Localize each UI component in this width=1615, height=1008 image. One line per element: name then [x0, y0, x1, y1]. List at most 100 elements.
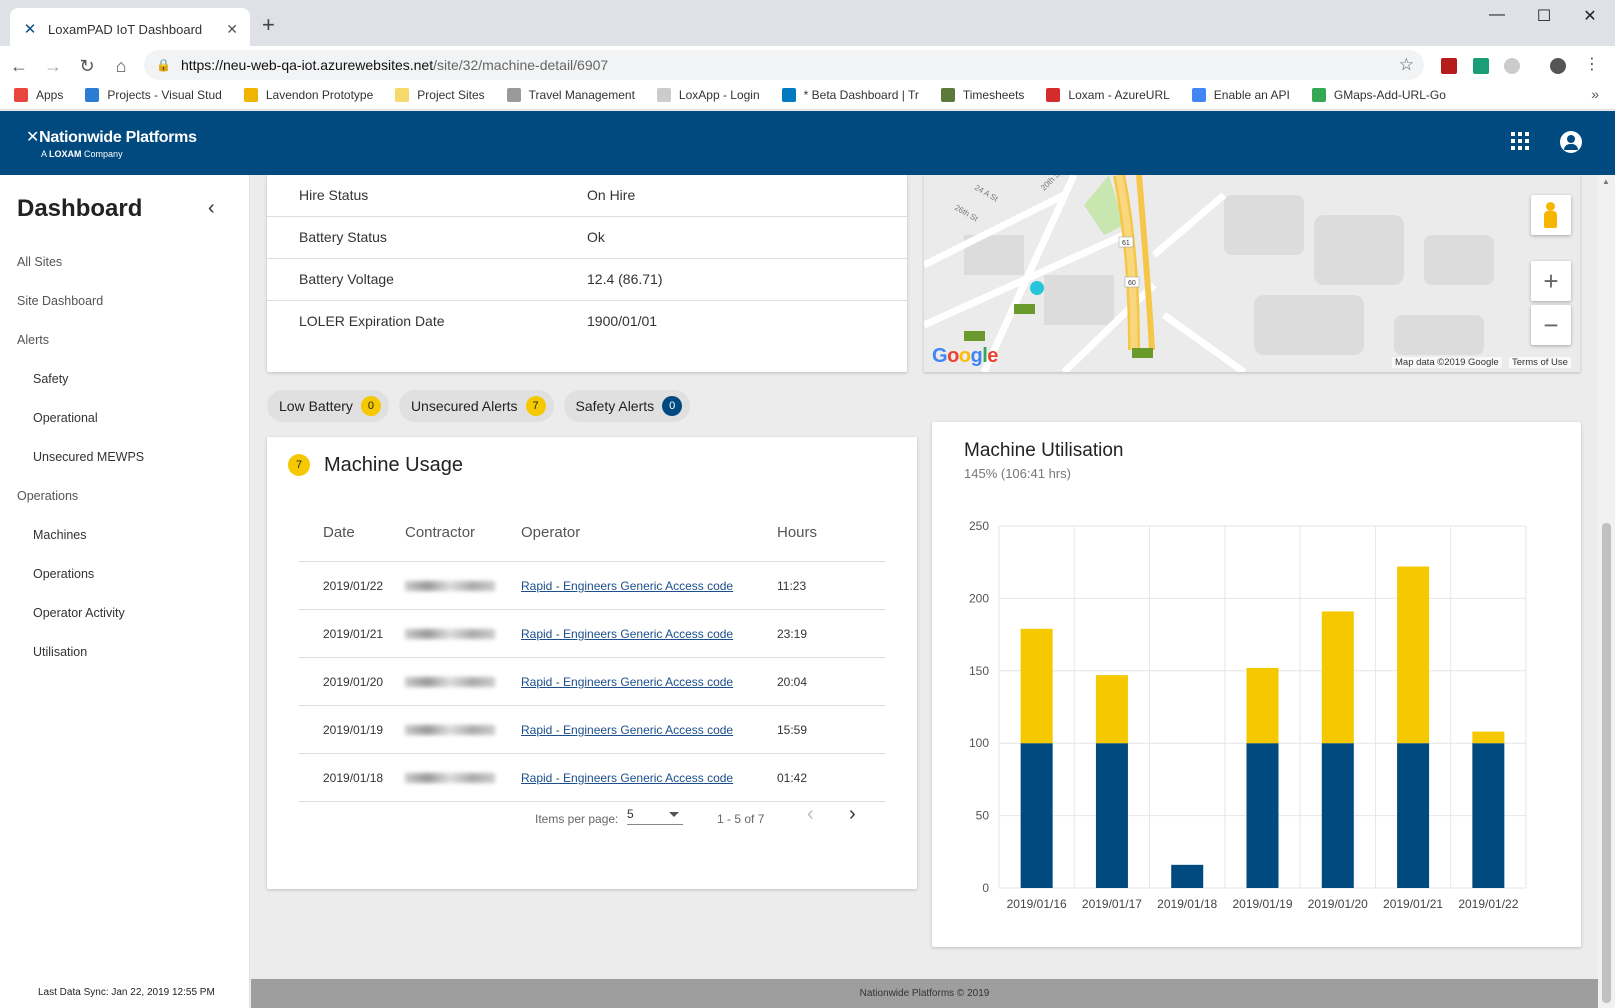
map-terms-link[interactable]: Terms of Use [1509, 357, 1571, 368]
bar-segment-series-1[interactable] [1020, 628, 1053, 744]
row-hours: 15:59 [777, 723, 808, 737]
tab-title: LoxamPAD IoT Dashboard [48, 21, 203, 37]
back-icon[interactable]: ← [10, 55, 28, 76]
bookmark-item[interactable]: GMaps-Add-URL-Go [1311, 87, 1446, 102]
browser-tab[interactable]: ✕ LoxamPAD IoT Dashboard ✕ [10, 8, 250, 50]
machine-marker[interactable] [1014, 304, 1035, 314]
bar-segment-series-0[interactable] [1171, 864, 1204, 888]
sidebar-item-all-sites[interactable]: All Sites [17, 255, 63, 269]
row-operator-link[interactable]: Rapid - Engineers Generic Access code [521, 675, 734, 689]
address-bar[interactable]: 🔒 https://neu-web-qa-iot.azurewebsites.n… [144, 50, 1424, 80]
col-header-date[interactable]: Date [323, 524, 355, 541]
forward-icon[interactable]: → [44, 55, 62, 76]
sidebar-item-safety[interactable]: Safety [33, 372, 69, 386]
next-page-icon[interactable]: › [849, 803, 856, 825]
minimize-icon[interactable]: — [1489, 6, 1505, 23]
row-operator-link[interactable]: Rapid - Engineers Generic Access code [521, 579, 734, 593]
y-tick-label: 200 [969, 591, 989, 605]
profile-icon[interactable] [1550, 58, 1566, 74]
col-header-operator[interactable]: Operator [521, 524, 581, 541]
bookmarks-overflow-icon[interactable]: » [1591, 86, 1599, 102]
x-tick-label: 2019/01/19 [1232, 897, 1292, 911]
sidebar-item-site-dashboard[interactable]: Site Dashboard [17, 294, 104, 308]
utilisation-chart: 0 50 100 150 200 250 2019/01/16 2019/01/17 2019/… [969, 519, 1527, 911]
pdf-extension-icon[interactable] [1441, 58, 1457, 74]
chip-safety-alerts[interactable]: Safety Alerts 0 [563, 390, 691, 422]
y-tick-label: 250 [969, 519, 989, 533]
chrome-menu-icon[interactable]: ⋮ [1584, 56, 1600, 73]
bar-segment-series-0[interactable] [1472, 743, 1505, 888]
utilisation-title: Machine Utilisation [964, 440, 1124, 461]
maximize-icon[interactable]: ☐ [1536, 8, 1552, 25]
sidebar-item-operator-activity[interactable]: Operator Activity [33, 606, 125, 620]
bookmark-favicon-icon [395, 87, 410, 102]
bookmark-item[interactable]: LoxApp - Login [656, 87, 760, 102]
extension-circle-icon[interactable] [1504, 58, 1520, 74]
bar-segment-series-0[interactable] [1095, 743, 1128, 888]
window-close-icon[interactable]: ✕ [1583, 8, 1597, 25]
bar-segment-series-1[interactable] [1095, 675, 1128, 744]
row-operator-link[interactable]: Rapid - Engineers Generic Access code [521, 723, 734, 737]
bookmark-label: Travel Management [528, 87, 635, 102]
col-header-contractor[interactable]: Contractor [405, 524, 476, 541]
bookmark-item[interactable]: Loxam - AzureURL [1046, 87, 1170, 102]
bookmark-item[interactable]: Lavendon Prototype [243, 87, 373, 102]
bookmark-item[interactable]: * Beta Dashboard | Tr [781, 87, 919, 102]
tab-close-icon[interactable]: ✕ [226, 20, 238, 37]
map[interactable]: 61 60 24 A St 26th St 20th St + − Google… [924, 175, 1580, 372]
table-row: 2019/01/21 Rapid - Engineers Generic Acce… [299, 609, 885, 657]
bar-segment-series-1[interactable] [1397, 566, 1430, 744]
sidebar-item-utilisation[interactable]: Utilisation [33, 645, 88, 659]
y-tick-label: 0 [982, 881, 989, 895]
zoom-out-icon[interactable]: − [1531, 305, 1571, 345]
account-icon[interactable] [1560, 131, 1582, 153]
items-per-page-select[interactable]: 5 [627, 807, 683, 825]
bookmark-item[interactable]: Apps [14, 87, 63, 102]
table-row: 2019/01/20 Rapid - Engineers Generic Acce… [299, 657, 885, 705]
bookmark-item[interactable]: Travel Management [506, 87, 635, 102]
zoom-in-icon[interactable]: + [1531, 261, 1571, 301]
sidebar-item-alerts[interactable]: Alerts [17, 333, 49, 347]
bookmark-label: Projects - Visual Stud [107, 87, 222, 102]
street-view-pegman-icon[interactable] [1531, 195, 1571, 235]
row-operator-link[interactable]: Rapid - Engineers Generic Access code [521, 771, 734, 785]
bookmark-item[interactable]: Projects - Visual Stud [85, 87, 222, 102]
machine-marker[interactable] [1132, 348, 1153, 358]
sidebar-item-operations[interactable]: Operations [17, 489, 79, 503]
chevron-left-icon[interactable]: ‹ [208, 197, 215, 219]
chip-unsecured-alerts[interactable]: Unsecured Alerts 7 [398, 390, 554, 422]
row-operator-link[interactable]: Rapid - Engineers Generic Access code [521, 627, 734, 641]
bar-segment-series-1[interactable] [1321, 611, 1354, 744]
bar-segment-series-0[interactable] [1321, 743, 1354, 888]
extension-icon[interactable] [1473, 58, 1489, 74]
scroll-up-icon[interactable]: ▲ [1602, 177, 1610, 186]
bookmark-item[interactable]: Project Sites [395, 87, 485, 102]
bar-segment-series-1[interactable] [1246, 667, 1279, 744]
map-pin-icon[interactable] [1030, 281, 1044, 295]
scrollbar-thumb[interactable] [1602, 523, 1611, 1003]
sidebar-item-operations[interactable]: Operations [33, 567, 95, 581]
page-scrollbar[interactable]: ▲ [1598, 175, 1615, 1008]
machine-marker[interactable] [964, 331, 985, 341]
col-header-hours[interactable]: Hours [777, 524, 818, 541]
bookmark-label: LoxApp - Login [678, 87, 760, 102]
home-icon[interactable]: ⌂ [115, 55, 127, 76]
apps-grid-icon[interactable] [1510, 131, 1530, 157]
bar-segment-series-0[interactable] [1246, 743, 1279, 888]
table-row: 2019/01/18 Rapid - Engineers Generic Acce… [299, 753, 885, 801]
sidebar-item-operational[interactable]: Operational [33, 411, 98, 425]
bookmark-item[interactable]: Enable an API [1191, 87, 1290, 102]
bar-segment-series-0[interactable] [1397, 743, 1430, 888]
chip-low-battery[interactable]: Low Battery 0 [267, 390, 389, 422]
bar-segment-series-1[interactable] [1472, 731, 1505, 744]
reload-icon[interactable]: ↻ [79, 55, 95, 76]
prev-page-icon[interactable]: ‹ [807, 803, 814, 825]
company-logo[interactable]: ✕Nationwide Platforms A LOXAM Company [26, 127, 197, 159]
map-tiles[interactable]: 61 60 24 A St 26th St 20th St [924, 175, 1580, 372]
sidebar-item-machines[interactable]: Machines [33, 528, 87, 542]
bar-segment-series-0[interactable] [1020, 743, 1053, 888]
sidebar-item-unsecured-mewps[interactable]: Unsecured MEWPS [33, 450, 145, 464]
new-tab-icon[interactable]: + [262, 12, 275, 37]
bookmark-star-icon[interactable]: ☆ [1398, 55, 1414, 74]
bookmark-item[interactable]: Timesheets [940, 87, 1024, 102]
